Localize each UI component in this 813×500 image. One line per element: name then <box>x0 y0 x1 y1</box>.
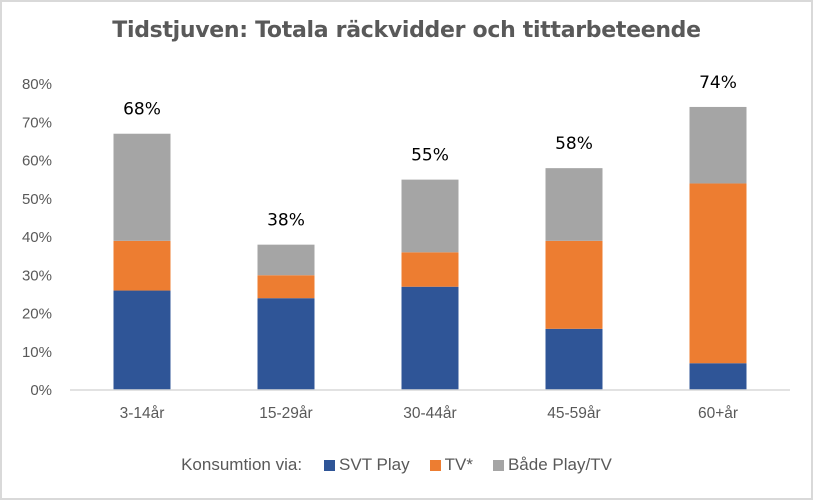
bar-segment-b-de-play-tv-0 <box>113 133 171 241</box>
legend-item-svt-play: SVT Play <box>324 455 410 475</box>
legend: Konsumtion via: SVT Play TV* Både Play/T… <box>0 455 813 475</box>
legend-label: TV* <box>444 455 473 474</box>
bar-segment-b-de-play-tv-4 <box>689 106 747 184</box>
bar-segment-b-de-play-tv-3 <box>545 168 603 241</box>
x-axis: 3-14år 15-29år 30-44år 45-59år 60+år <box>120 405 738 422</box>
x-tick-label: 30-44år <box>403 405 456 422</box>
y-tick-label: 40% <box>22 229 52 246</box>
total-data-label: 58% <box>555 134 593 154</box>
bar-segment-tv--4 <box>689 183 747 364</box>
bar-segment-b-de-play-tv-2 <box>401 179 459 253</box>
total-data-label: 55% <box>411 146 449 166</box>
y-tick-label: 60% <box>22 153 52 170</box>
bar-segment-tv--2 <box>401 252 459 287</box>
bar-segment-tv--3 <box>545 240 603 329</box>
x-tick-label: 15-29år <box>259 405 312 422</box>
legend-swatch-tv <box>429 459 441 471</box>
bar-segment-b-de-play-tv-1 <box>257 244 315 276</box>
y-tick-label: 80% <box>22 76 52 93</box>
bar-segment-svt-play-3 <box>545 328 603 390</box>
legend-item-bade-play-tv: Både Play/TV <box>492 455 612 475</box>
legend-item-tv: TV* <box>429 455 473 475</box>
bar-segment-tv--0 <box>113 240 171 291</box>
data-labels: 68% 38% 55% 58% 74% <box>123 73 737 231</box>
total-data-label: 38% <box>267 211 305 231</box>
bar-segment-svt-play-4 <box>689 363 747 390</box>
legend-label: SVT Play <box>339 455 410 474</box>
chart-title: Tidstjuven: Totala räckvidder och tittar… <box>112 18 701 43</box>
x-tick-label: 45-59år <box>547 405 600 422</box>
y-tick-label: 50% <box>22 191 52 208</box>
bar-segment-tv--1 <box>257 275 315 299</box>
y-tick-label: 30% <box>22 267 52 284</box>
bars <box>113 106 747 390</box>
legend-swatch-bade-play-tv <box>492 459 504 471</box>
legend-prefix: Konsumtion via: <box>181 455 303 474</box>
bar-segment-svt-play-2 <box>401 286 459 390</box>
legend-label: Både Play/TV <box>507 455 612 474</box>
y-tick-label: 70% <box>22 114 52 131</box>
x-tick-label: 60+år <box>698 405 738 422</box>
total-data-label: 68% <box>123 100 161 120</box>
bar-segment-svt-play-1 <box>257 298 315 390</box>
bar-segment-svt-play-0 <box>113 290 171 390</box>
y-tick-label: 10% <box>22 344 52 361</box>
x-tick-label: 3-14år <box>120 405 165 422</box>
total-data-label: 74% <box>699 73 737 93</box>
legend-swatch-svt-play <box>324 459 336 471</box>
y-tick-label: 0% <box>30 382 52 399</box>
y-tick-label: 20% <box>22 306 52 323</box>
y-axis: 0% 10% 20% 30% 40% 50% 60% 70% 80% <box>22 76 52 399</box>
